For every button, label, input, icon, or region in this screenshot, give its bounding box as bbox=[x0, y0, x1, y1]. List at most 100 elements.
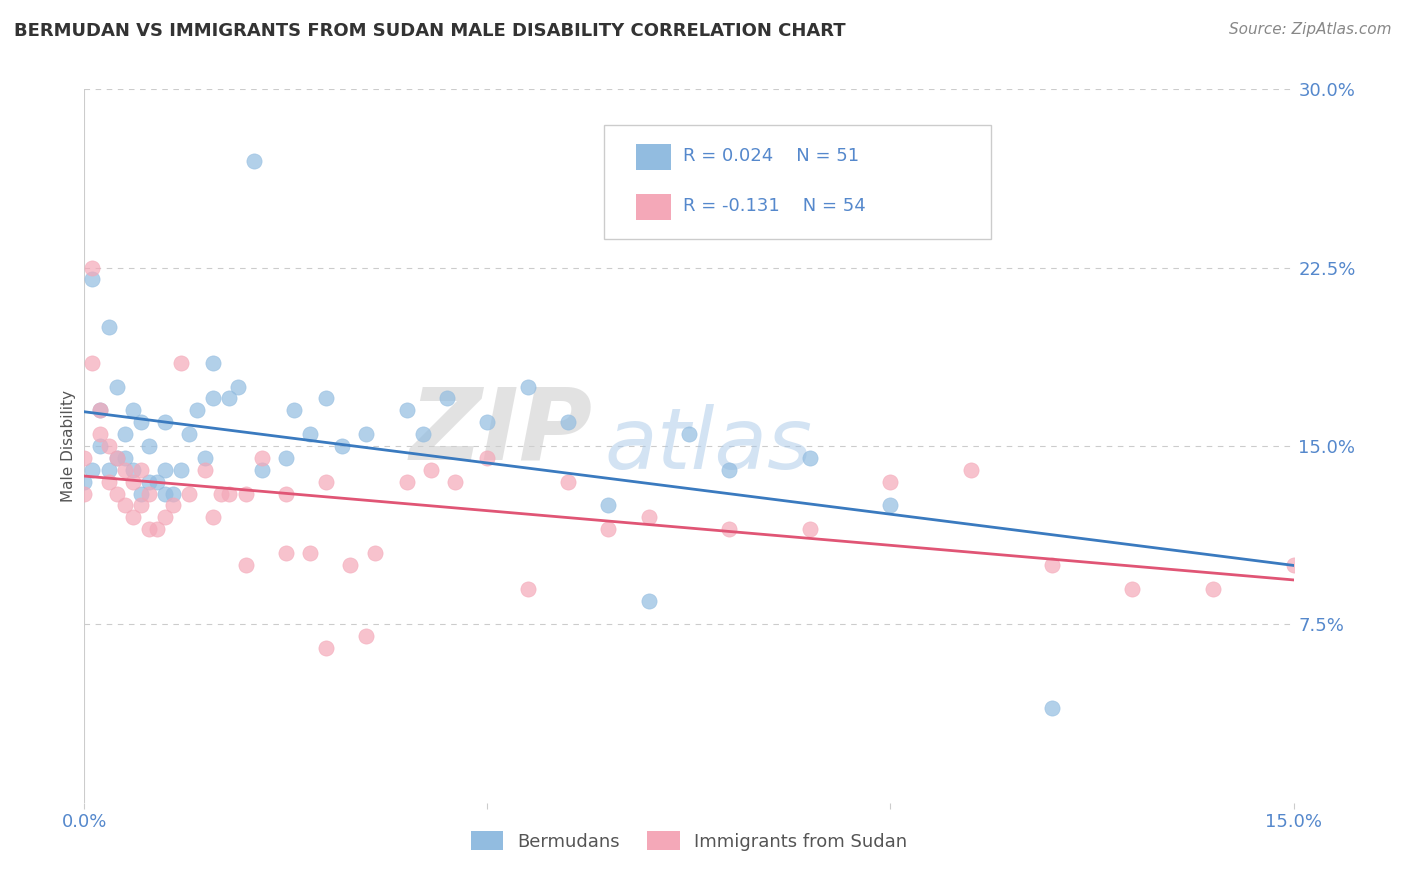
Point bbox=[330, 439, 353, 453]
Point bbox=[186, 403, 208, 417]
Point bbox=[146, 522, 169, 536]
Point bbox=[114, 463, 136, 477]
Point bbox=[82, 260, 104, 275]
Point bbox=[299, 546, 322, 560]
Point bbox=[121, 463, 143, 477]
Point bbox=[105, 450, 128, 465]
Point bbox=[129, 486, 152, 500]
Point bbox=[1040, 700, 1063, 714]
Point bbox=[799, 522, 821, 536]
Point bbox=[121, 475, 143, 489]
Point bbox=[235, 486, 257, 500]
Point bbox=[105, 379, 128, 393]
Text: R = 0.024    N = 51: R = 0.024 N = 51 bbox=[683, 147, 859, 165]
Point bbox=[129, 499, 152, 513]
Point bbox=[73, 486, 96, 500]
Point bbox=[960, 463, 983, 477]
Point bbox=[250, 463, 273, 477]
Text: R = -0.131    N = 54: R = -0.131 N = 54 bbox=[683, 197, 866, 215]
Point bbox=[799, 450, 821, 465]
Point bbox=[477, 450, 499, 465]
Point bbox=[356, 427, 378, 442]
Point bbox=[129, 415, 152, 429]
Point bbox=[209, 486, 232, 500]
Point bbox=[274, 486, 297, 500]
Point bbox=[114, 450, 136, 465]
Point bbox=[412, 427, 434, 442]
Point bbox=[1282, 558, 1305, 572]
Point bbox=[1121, 582, 1143, 596]
Point bbox=[73, 450, 96, 465]
Point bbox=[218, 392, 240, 406]
Point bbox=[162, 486, 184, 500]
Point bbox=[82, 356, 104, 370]
Point bbox=[315, 475, 337, 489]
Point bbox=[129, 463, 152, 477]
Point bbox=[637, 510, 659, 524]
Point bbox=[718, 463, 741, 477]
Point bbox=[242, 153, 264, 168]
Point bbox=[162, 499, 184, 513]
Point bbox=[179, 427, 201, 442]
Point bbox=[516, 379, 538, 393]
Point bbox=[598, 522, 620, 536]
Point bbox=[105, 450, 128, 465]
Point bbox=[444, 475, 467, 489]
Point bbox=[315, 392, 337, 406]
Point bbox=[89, 403, 111, 417]
Point bbox=[395, 403, 418, 417]
Point bbox=[879, 475, 901, 489]
Y-axis label: Male Disability: Male Disability bbox=[60, 390, 76, 502]
Point bbox=[153, 510, 176, 524]
FancyBboxPatch shape bbox=[636, 144, 671, 170]
Point bbox=[250, 450, 273, 465]
Point bbox=[202, 510, 225, 524]
Point bbox=[420, 463, 443, 477]
Point bbox=[138, 475, 160, 489]
Point bbox=[153, 463, 176, 477]
Point bbox=[153, 486, 176, 500]
Point bbox=[170, 356, 193, 370]
Point bbox=[477, 415, 499, 429]
Point bbox=[557, 475, 579, 489]
Point bbox=[274, 450, 297, 465]
Point bbox=[598, 499, 620, 513]
Point bbox=[1202, 582, 1225, 596]
Point bbox=[678, 427, 700, 442]
Point bbox=[138, 486, 160, 500]
Point bbox=[138, 439, 160, 453]
Point bbox=[315, 641, 337, 656]
Point bbox=[235, 558, 257, 572]
Point bbox=[73, 475, 96, 489]
Point bbox=[274, 546, 297, 560]
Point bbox=[718, 522, 741, 536]
Point bbox=[194, 450, 217, 465]
Point bbox=[218, 486, 240, 500]
Text: ZIP: ZIP bbox=[409, 384, 592, 480]
Point bbox=[121, 403, 143, 417]
Point bbox=[299, 427, 322, 442]
Point bbox=[82, 272, 104, 286]
Point bbox=[97, 463, 120, 477]
Point bbox=[363, 546, 385, 560]
Point bbox=[879, 499, 901, 513]
Legend: Bermudans, Immigrants from Sudan: Bermudans, Immigrants from Sudan bbox=[464, 824, 914, 858]
Point bbox=[105, 486, 128, 500]
Point bbox=[516, 582, 538, 596]
Point bbox=[356, 629, 378, 643]
Point bbox=[170, 463, 193, 477]
Point bbox=[202, 392, 225, 406]
Point bbox=[1040, 558, 1063, 572]
Point bbox=[114, 499, 136, 513]
FancyBboxPatch shape bbox=[636, 194, 671, 220]
Point bbox=[557, 415, 579, 429]
Point bbox=[339, 558, 361, 572]
FancyBboxPatch shape bbox=[605, 125, 991, 239]
Text: BERMUDAN VS IMMIGRANTS FROM SUDAN MALE DISABILITY CORRELATION CHART: BERMUDAN VS IMMIGRANTS FROM SUDAN MALE D… bbox=[14, 22, 845, 40]
Point bbox=[138, 522, 160, 536]
Point bbox=[194, 463, 217, 477]
Text: atlas: atlas bbox=[605, 404, 813, 488]
Point bbox=[121, 510, 143, 524]
Point bbox=[202, 356, 225, 370]
Point bbox=[637, 593, 659, 607]
